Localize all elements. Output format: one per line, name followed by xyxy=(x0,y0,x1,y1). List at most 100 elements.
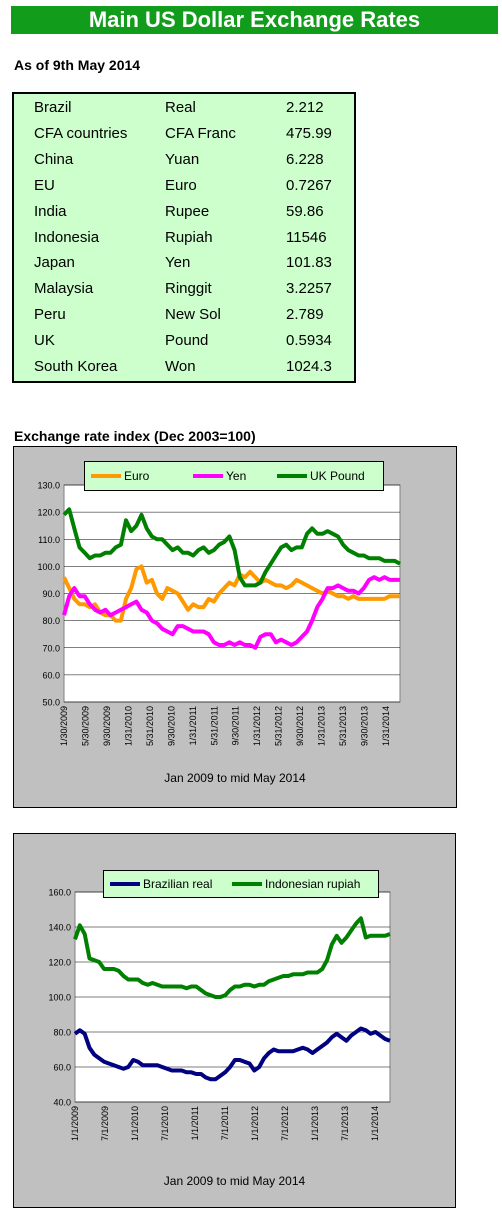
rate-cell: 475.99 xyxy=(286,124,332,142)
x-tick-label: 1/1/2012 xyxy=(250,1106,260,1141)
currency-cell: Won xyxy=(165,358,196,375)
y-tick-label: 160.0 xyxy=(48,888,71,898)
chart1-legend: Euro Yen UK Pound xyxy=(84,461,384,491)
country-cell: Japan xyxy=(34,254,75,272)
rate-row: Indonesia Rupiah 11546 xyxy=(14,225,354,251)
y-tick-label: 50.0 xyxy=(42,698,60,708)
y-tick-label: 120.0 xyxy=(37,508,60,518)
x-tick-label: 1/1/2011 xyxy=(190,1106,200,1140)
country-cell: EU xyxy=(34,176,55,194)
x-tick-label: 7/1/2011 xyxy=(220,1106,230,1140)
y-tick-label: 60.0 xyxy=(42,670,60,680)
x-tick-label: 1/1/2009 xyxy=(70,1106,80,1141)
chart1-xlabel: Jan 2009 to mid May 2014 xyxy=(164,771,306,785)
country-cell: India xyxy=(34,202,67,220)
legend-real-label: Brazilian real xyxy=(143,877,213,891)
rate-cell: 2.212 xyxy=(286,99,324,116)
rate-cell: 6.228 xyxy=(286,150,324,168)
series-line-euro xyxy=(62,564,400,623)
currency-cell: Euro xyxy=(165,176,197,194)
rate-row: CFA countries CFA Franc 475.99 xyxy=(14,121,354,147)
x-tick-label: 5/31/2011 xyxy=(209,706,219,745)
chart1-svg: 130.0 120.0 110.0 100.0 90.0 80.0 70.0 60.0 50.0… xyxy=(37,481,401,746)
country-cell: CFA countries xyxy=(34,124,128,142)
rate-row: Japan Yen 101.83 xyxy=(14,250,354,276)
legend-uk-pound-swatch xyxy=(277,474,307,478)
x-tick-label: 1/31/2011 xyxy=(188,706,198,745)
rate-row: UK Pound 0.5934 xyxy=(14,328,354,354)
chart2-xlabel: Jan 2009 to mid May 2014 xyxy=(163,1174,306,1188)
currency-cell: Pound xyxy=(165,332,209,350)
x-tick-label: 7/1/2009 xyxy=(100,1106,110,1141)
country-cell: Brazil xyxy=(34,99,72,116)
x-tick-label: 5/31/2013 xyxy=(338,706,348,746)
legend-rupiah-swatch xyxy=(232,882,262,886)
x-tick-label: 5/31/2010 xyxy=(145,706,155,746)
y-tick-label: 80.0 xyxy=(42,616,60,626)
brazil-indonesia-chart: 160.0 140.0 120.0 100.0 80.0 60.0 40.0 1/1/2009… xyxy=(13,833,456,1208)
x-tick-label: 1/1/2014 xyxy=(370,1106,380,1141)
legend-euro-swatch xyxy=(91,474,121,478)
currency-cell: Yen xyxy=(165,254,191,272)
rate-cell: 0.5934 xyxy=(286,332,332,350)
x-tick-label: 1/31/2014 xyxy=(381,706,391,746)
rate-cell: 101.83 xyxy=(286,254,332,272)
exchange-rate-index-chart: 130.0 120.0 110.0 100.0 90.0 80.0 70.0 60.0 50.0… xyxy=(13,446,457,808)
as-of-date: As of 9th May 2014 xyxy=(14,57,141,73)
currency-cell: Ringgit xyxy=(165,280,212,298)
country-cell: UK xyxy=(34,332,55,350)
country-cell: Peru xyxy=(34,306,66,324)
rate-cell: 3.2257 xyxy=(286,280,332,298)
y-tick-label: 60.0 xyxy=(53,1063,71,1073)
x-tick-label: 9/30/2013 xyxy=(360,706,370,746)
x-tick-label: 5/31/2012 xyxy=(274,706,284,746)
legend-yen-swatch xyxy=(193,474,223,478)
y-tick-label: 100.0 xyxy=(37,562,60,572)
currency-cell: New Sol xyxy=(165,306,221,324)
currency-cell: Rupiah xyxy=(165,228,213,246)
x-tick-label: 1/31/2013 xyxy=(317,706,327,746)
y-tick-label: 130.0 xyxy=(37,481,60,491)
x-tick-label: 1/31/2012 xyxy=(252,706,262,746)
y-tick-label: 80.0 xyxy=(53,1028,71,1038)
y-tick-label: 70.0 xyxy=(42,643,60,653)
y-tick-label: 100.0 xyxy=(48,993,71,1003)
legend-indonesian-rupiah: Indonesian rupiah xyxy=(232,871,360,897)
page-title: Main US Dollar Exchange Rates xyxy=(88,7,421,32)
page-title-banner: Main US Dollar Exchange Rates xyxy=(11,6,498,34)
currency-cell: Rupee xyxy=(165,202,210,220)
x-tick-label: 7/1/2012 xyxy=(280,1106,290,1141)
x-tick-label: 7/1/2010 xyxy=(160,1106,170,1141)
y-tick-label: 40.0 xyxy=(53,1098,71,1108)
x-tick-label: 7/1/2013 xyxy=(340,1106,350,1141)
legend-yen: Yen xyxy=(193,462,246,490)
chart2-legend: Brazilian real Indonesian rupiah xyxy=(103,870,379,898)
x-tick-label: 1/30/2009 xyxy=(59,706,69,746)
rate-row: India Rupee 59.86 xyxy=(14,199,354,225)
x-tick-label: 9/30/2011 xyxy=(231,706,241,745)
series-line-yen xyxy=(62,575,400,650)
legend-uk-pound-label: UK Pound xyxy=(310,469,365,483)
x-tick-label: 1/31/2010 xyxy=(123,706,133,746)
rate-row: South Korea Won 1024.3 xyxy=(14,354,354,380)
series-line-indonesian-rupiah xyxy=(73,916,391,999)
x-tick-label: 9/30/2009 xyxy=(102,706,112,746)
y-tick-label: 120.0 xyxy=(48,958,71,968)
chart1-title: Exchange rate index (Dec 2003=100) xyxy=(14,428,256,444)
country-cell: Indonesia xyxy=(34,228,100,246)
rate-row: EU Euro 0.7267 xyxy=(14,173,354,199)
country-cell: Malaysia xyxy=(34,280,94,298)
rate-cell: 1024.3 xyxy=(286,358,332,375)
legend-brazilian-real: Brazilian real xyxy=(110,871,212,897)
legend-rupiah-label: Indonesian rupiah xyxy=(265,877,361,891)
x-tick-label: 1/1/2013 xyxy=(310,1106,320,1141)
y-tick-label: 140.0 xyxy=(48,923,71,933)
currency-cell: Real xyxy=(165,99,196,116)
rate-cell: 11546 xyxy=(286,228,327,246)
rate-row: China Yuan 6.228 xyxy=(14,147,354,173)
currency-cell: Yuan xyxy=(165,150,200,168)
exchange-rates-table: Brazil Real 2.212 CFA countries CFA Franc 475… xyxy=(12,92,356,383)
x-tick-label: 9/30/2012 xyxy=(295,706,305,746)
x-tick-label: 9/30/2010 xyxy=(166,706,176,746)
currency-cell: CFA Franc xyxy=(165,124,236,142)
